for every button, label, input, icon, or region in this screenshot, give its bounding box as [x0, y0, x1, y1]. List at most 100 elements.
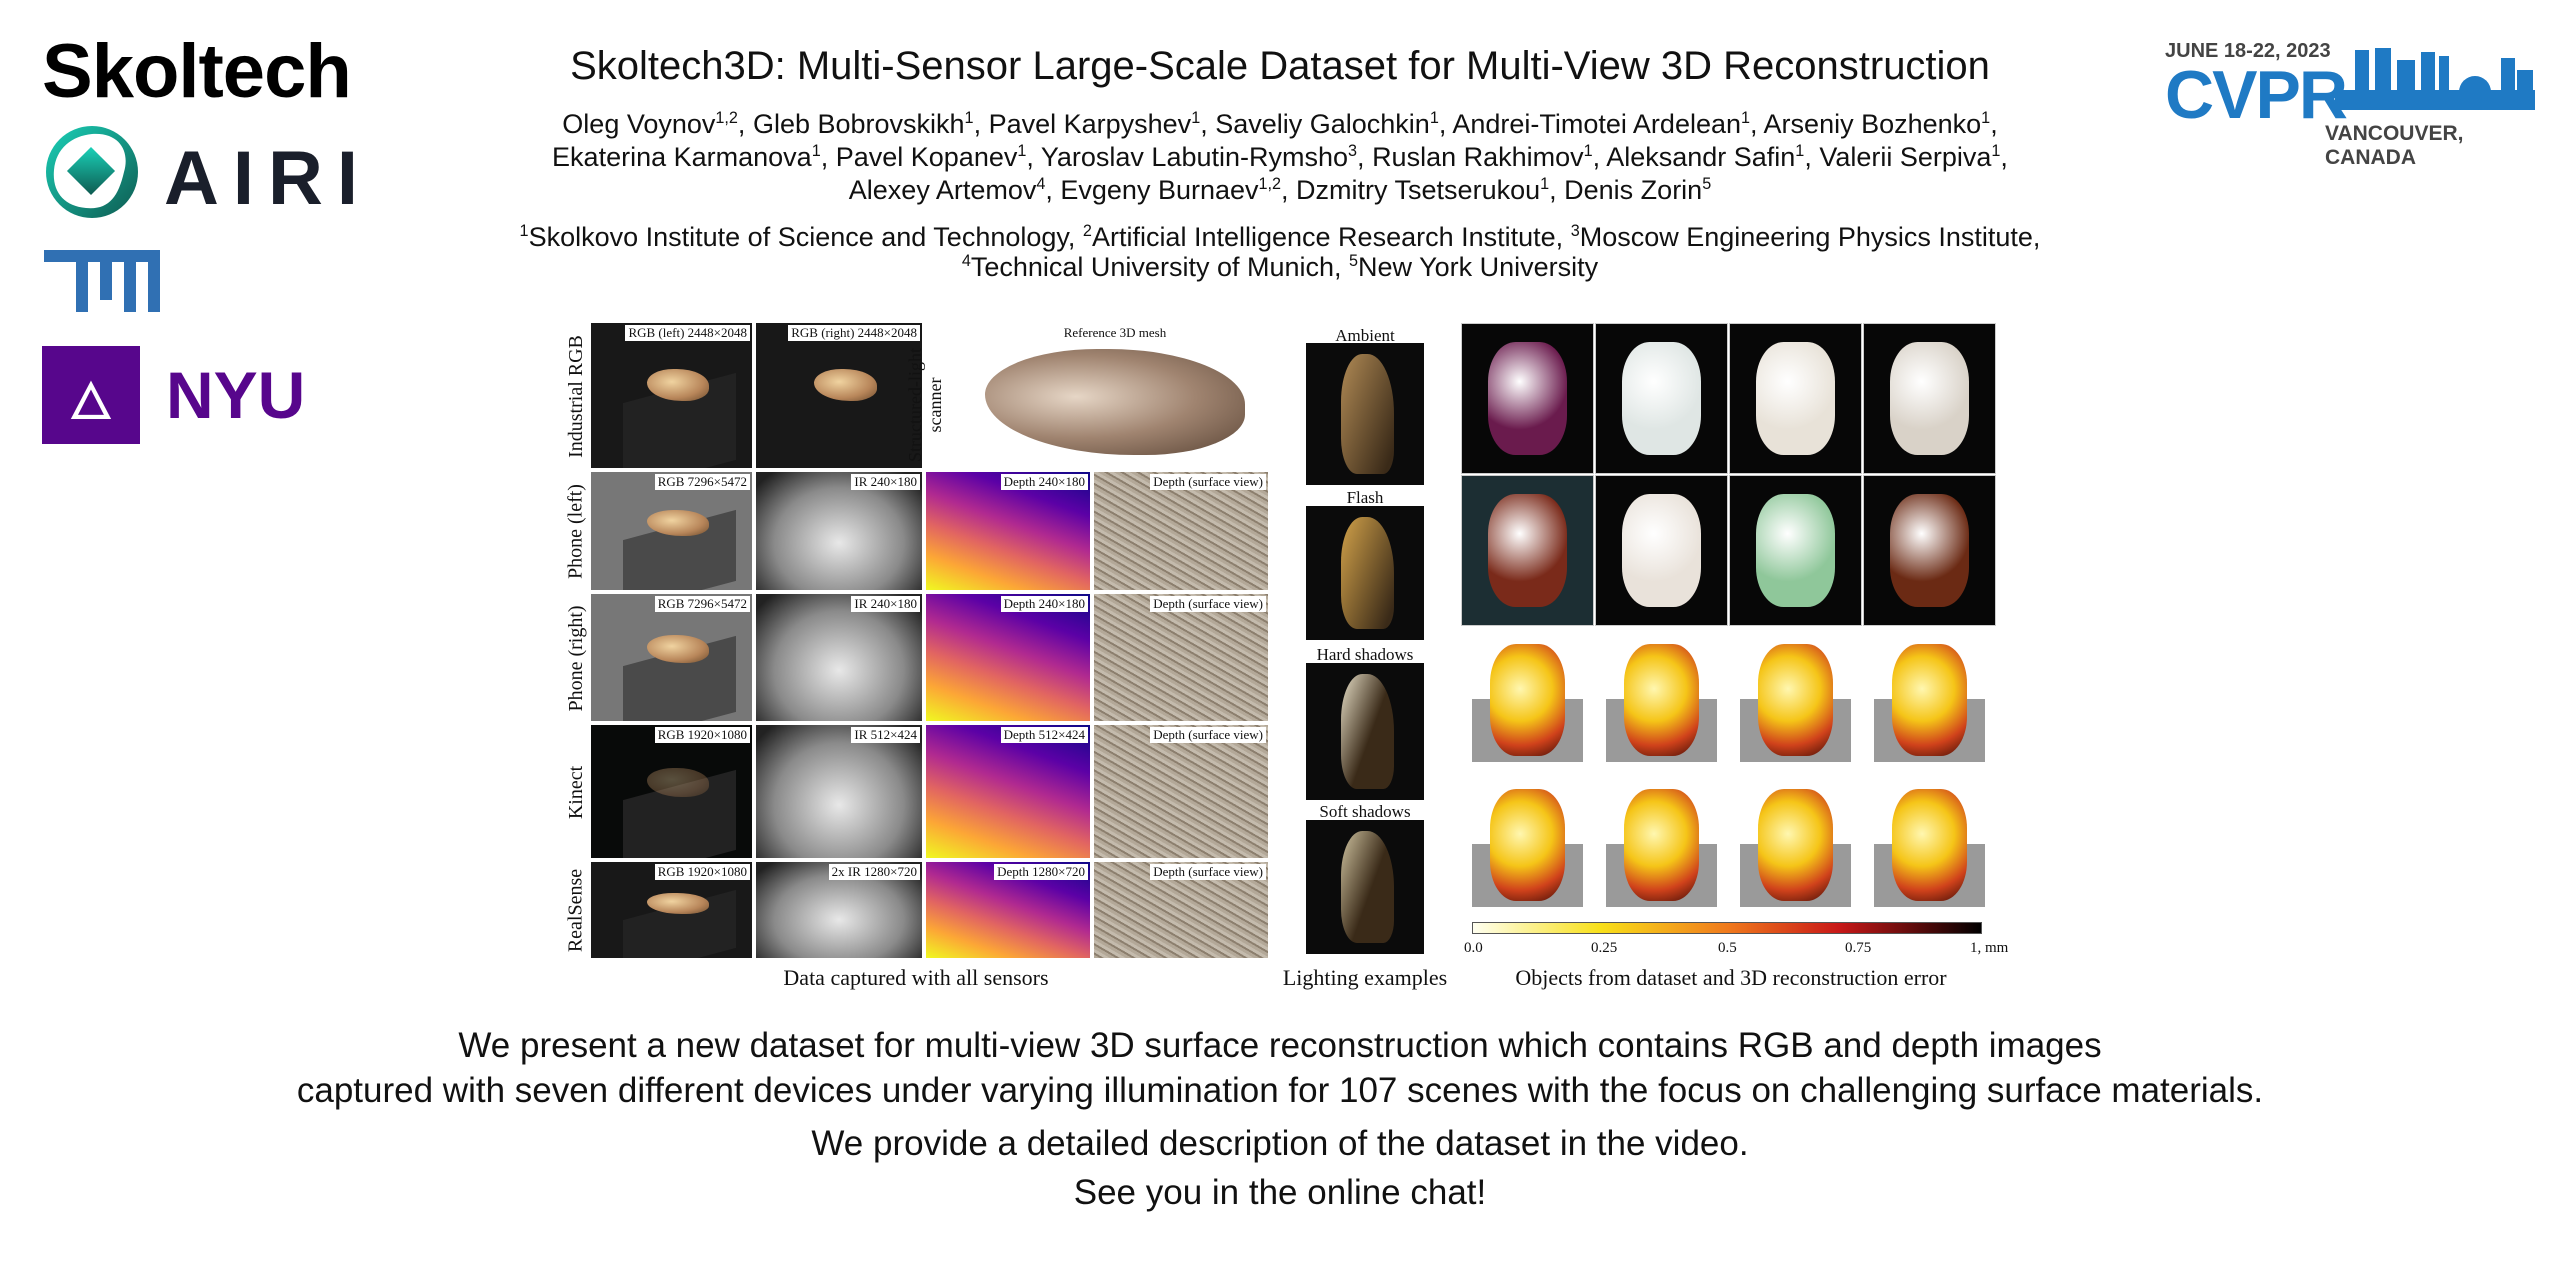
airi-logo: AIRI [42, 122, 382, 222]
object-shape [647, 767, 709, 797]
author-name: Pavel Karpyshev [988, 109, 1192, 139]
author-line: Ekaterina Karmanova1, Pavel Kopanev1, Ya… [552, 142, 2008, 172]
reconstruction-error-map [1729, 630, 1862, 770]
lighting-label: Ambient [1335, 326, 1395, 345]
sensor-image-label: RGB 7296×5472 [654, 596, 750, 612]
object-photo [1461, 323, 1594, 474]
error-object-shape [1490, 789, 1565, 901]
error-object-shape [1624, 644, 1699, 756]
sensor-image: Depth (surface view) [1094, 862, 1268, 958]
sensor-image: RGB 1920×1080 [591, 862, 752, 958]
author-affil-marker: 1 [1583, 142, 1593, 160]
affil-name: Skolkovo Institute of Science and Techno… [528, 222, 1068, 252]
author-name: Yaroslav Labutin-Rymsho [1040, 142, 1349, 172]
summary-line-2: captured with seven different devices un… [296, 1071, 2264, 1110]
lighting-label: Hard shadows [1316, 645, 1414, 664]
sensor-image-label: Depth 1280×720 [994, 864, 1088, 880]
sensor-image-label: RGB 7296×5472 [654, 474, 750, 490]
author-name: Oleg Voynov [562, 109, 716, 139]
affiliation-line: 4Technical University of Munich, 5New Yo… [961, 252, 1599, 282]
object-photo [1863, 323, 1996, 474]
error-object-shape [1758, 644, 1833, 756]
page-title: Skoltech3D: Multi-Sensor Large-Scale Dat… [570, 44, 1990, 88]
error-object-shape [1892, 789, 1967, 901]
author-affil-marker: 1 [1991, 142, 2001, 160]
sensor-image-label: Depth (surface view) [1150, 596, 1266, 612]
sensor-image-label: Depth 240×180 [1000, 474, 1088, 490]
reconstruction-error-map [1729, 775, 1862, 915]
error-object-shape [1892, 644, 1967, 756]
lighting-label: Soft shadows [1319, 802, 1411, 821]
author-name: Evgeny Burnaev [1060, 175, 1259, 205]
summary-line-3: We provide a detailed description of the… [811, 1124, 1749, 1163]
affil-number: 5 [1349, 252, 1359, 270]
author-name: Andrei-Timotei Ardelean [1452, 109, 1742, 139]
structured-light-label: Structured-light scanner [905, 348, 945, 462]
colorbar-tick-label: 0.25 [1591, 940, 1618, 956]
lighting-image [1306, 343, 1424, 485]
author-affil-marker: 1,2 [1258, 175, 1282, 193]
sensor-image-label: Depth (surface view) [1150, 727, 1266, 743]
sensor-image: Depth (surface view) [1094, 725, 1268, 858]
affil-number: 4 [961, 252, 971, 270]
author-affil-marker: 3 [1348, 142, 1358, 160]
author-affil-marker: 1,2 [715, 109, 738, 127]
author-affil-marker: 1 [1981, 109, 1991, 127]
object-shape [647, 369, 709, 402]
sensor-image-label: IR 512×424 [851, 727, 920, 743]
nyu-logo: 🜂 NYU [42, 346, 305, 444]
author-name: Arseniy Bozhenko [1763, 109, 1982, 139]
reference-mesh-label: Reference 3D mesh [1063, 325, 1167, 340]
sculpture-shape [1341, 516, 1395, 630]
sensor-image-label: RGB (right) 2448×2048 [788, 325, 920, 341]
sensor-image: RGB 7296×5472 [591, 472, 752, 590]
sensor-image: Depth 240×180 [926, 472, 1090, 590]
affil-name: New York University [1358, 252, 1599, 282]
sensor-image-label: Depth (surface view) [1150, 864, 1266, 880]
author-affil-marker: 1 [964, 109, 974, 127]
sculpture-shape [1341, 354, 1395, 474]
error-colorbar [1472, 922, 1982, 934]
affil-name: Artificial Intelligence Research Institu… [1091, 222, 1556, 252]
affiliation-list: 1Skolkovo Institute of Science and Techn… [0, 222, 2560, 282]
author-name: Saveliy Galochkin [1215, 109, 1430, 139]
sensor-row-label: Phone (right) [564, 604, 587, 712]
skoltech-logo: Skoltech [42, 29, 352, 114]
object-shape [814, 369, 878, 402]
author-name: Ruslan Rakhimov [1372, 142, 1584, 172]
author-affil-marker: 1 [1795, 142, 1805, 160]
lighting-label: Flash [1346, 488, 1384, 507]
sensor-image: RGB 1920×1080 [591, 725, 752, 858]
sensor-image: 2x IR 1280×720 [756, 862, 922, 958]
author-affil-marker: 1 [1540, 175, 1550, 193]
object-photo [1729, 323, 1862, 474]
object-photo [1863, 475, 1996, 626]
author-name: Alexey Artemov [848, 175, 1037, 205]
sensor-image-label: Depth (surface view) [1150, 474, 1266, 490]
author-name: Pavel Kopanev [835, 142, 1018, 172]
sensor-row-label: Industrial RGB [564, 334, 587, 458]
reconstruction-error-map [1461, 775, 1594, 915]
colorbar-tick-label: 0.0 [1464, 940, 1483, 956]
author-affil-marker: 5 [1702, 175, 1712, 193]
affil-number: 3 [1570, 222, 1580, 240]
object-shape [1756, 341, 1835, 456]
object-shape [647, 509, 709, 536]
sensor-image: Depth (surface view) [1094, 472, 1268, 590]
mesh-shape [984, 349, 1246, 456]
sensor-image: Depth 1280×720 [926, 862, 1090, 958]
reconstruction-error-map [1595, 775, 1728, 915]
lighting-image [1306, 506, 1424, 640]
object-shape [647, 892, 709, 914]
tum-logo [44, 250, 160, 317]
sensor-image-label: RGB 1920×1080 [654, 727, 750, 743]
svg-text:AIRI: AIRI [164, 136, 372, 221]
object-photo [1729, 475, 1862, 626]
lighting-caption: Lighting examples [1282, 965, 1448, 990]
author-affil-marker: 1 [811, 142, 821, 160]
author-name: Valerii Serpiva [1819, 142, 1992, 172]
object-shape [1756, 493, 1835, 608]
summary-line-4: See you in the online chat! [1073, 1173, 1487, 1212]
author-affil-marker: 1 [1191, 109, 1201, 127]
object-shape [1488, 341, 1567, 456]
